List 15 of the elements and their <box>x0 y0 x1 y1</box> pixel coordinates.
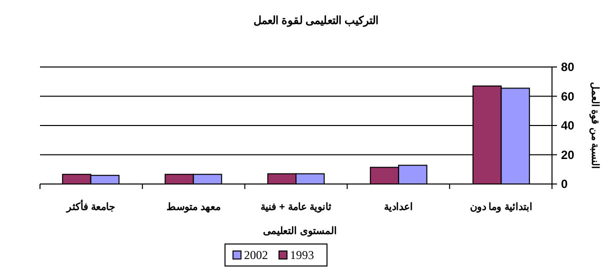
y-tick-label: 60 <box>561 89 575 104</box>
y-tick-label: 0 <box>561 177 568 191</box>
x-tick-label: ابتدائية وما دون <box>470 202 532 213</box>
x-tick-label: جامعة فأكثر <box>65 200 116 213</box>
legend-label: 1993 <box>290 248 314 262</box>
chart-title: التركيب التعليمى لقوة العمل <box>253 15 379 27</box>
x-tick-label: معهد متوسط <box>166 202 220 213</box>
y-tick-label: 20 <box>561 148 575 162</box>
y-tick-label: 40 <box>561 118 575 132</box>
y-axis-title: النسبة من قوة العمل <box>589 82 600 170</box>
x-axis-title: المستوى التعليمى <box>263 226 337 237</box>
x-tick-label: ثانوية عامة + فنية <box>260 202 332 213</box>
legend-label: 2002 <box>244 248 268 262</box>
y-tick-label: 80 <box>561 60 575 74</box>
x-tick-label: اعدادية <box>384 202 414 213</box>
